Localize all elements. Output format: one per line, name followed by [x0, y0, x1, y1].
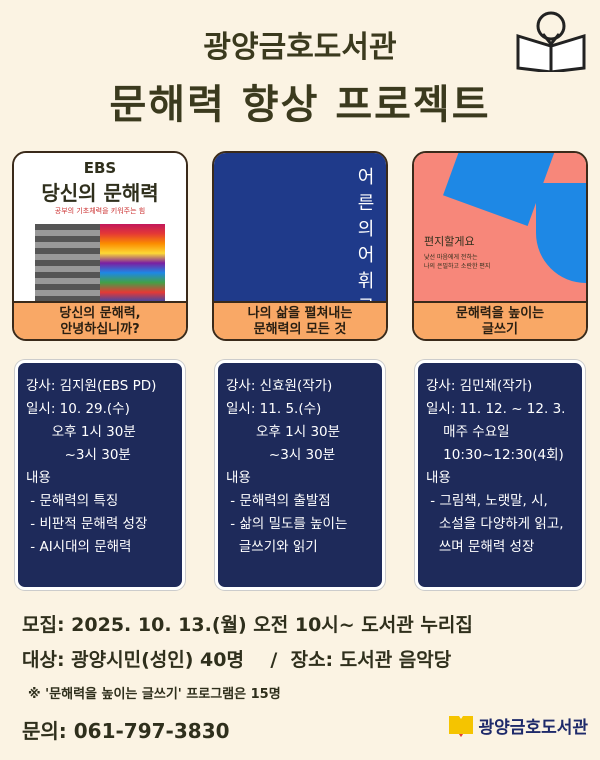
session-info-1: 강사: 김지원(EBS PD) 일시: 10. 29.(수) 오후 1시 30분… — [15, 360, 185, 590]
book-card-1: EBS 당신의 문해력 공부의 기초체력을 키워주는 힘 당신의 문해력, 안녕… — [12, 151, 188, 341]
cover-title: 편지할게요 — [424, 235, 475, 248]
cover-subtitle: 낯선 마음에게 전하는 나의 은밀하고 소란한 편지 — [424, 254, 491, 270]
book-card-2: 어른의 어휘 공부 나의 삶을 펼쳐내는 문해력의 모든 것 — [212, 151, 388, 341]
contact-info: 문의: 061-797-3830 — [22, 719, 230, 743]
logo-text: 광양금호도서관 — [478, 717, 588, 738]
book-label: 문해력을 높이는 글쓰기 — [414, 301, 586, 339]
book-cover-vocab: 어른의 어휘 공부 — [214, 153, 386, 339]
cover-title: 당신의 문해력 — [41, 181, 159, 205]
book-card-3: 편지할게요 낯선 마음에게 전하는 나의 은밀하고 소란한 편지 문해력을 높이… — [412, 151, 588, 341]
cover-brand: EBS — [83, 159, 117, 177]
session-info-3: 강사: 김민채(작가) 일시: 11. 12. ~ 12. 3. 매주 수요일 … — [415, 360, 585, 590]
reading-person-icon — [516, 11, 586, 72]
book-cover-ebs: EBS 당신의 문해력 공부의 기초체력을 키워주는 힘 — [14, 153, 186, 304]
cover-subtitle: 공부의 기초체력을 키워주는 힘 — [54, 207, 146, 215]
book-logo-icon — [448, 716, 473, 737]
rainbow-book-image — [35, 224, 165, 302]
page-title: 문해력 향상 프로젝트 — [109, 82, 491, 128]
library-logo: 광양금호도서관 — [447, 712, 588, 738]
session-info-2: 강사: 신효원(작가) 일시: 11. 5.(수) 오후 1시 30분 ~3시 … — [215, 360, 385, 590]
capacity-note: ※ '문해력을 높이는 글쓰기' 프로그램은 15명 — [28, 687, 281, 702]
book-label: 당신의 문해력, 안녕하십니까? — [14, 301, 186, 339]
target-location-info: 대상: 광양시민(성인) 40명 / 장소: 도서관 음악당 — [22, 649, 452, 671]
book-label: 나의 삶을 펼쳐내는 문해력의 모든 것 — [214, 301, 386, 339]
recruit-info: 모집: 2025. 10. 13.(월) 오전 10시~ 도서관 누리집 — [22, 614, 473, 636]
book-cover-letter: 편지할게요 낯선 마음에게 전하는 나의 은밀하고 소란한 편지 — [414, 153, 586, 304]
library-title: 광양금호도서관 — [203, 30, 397, 65]
